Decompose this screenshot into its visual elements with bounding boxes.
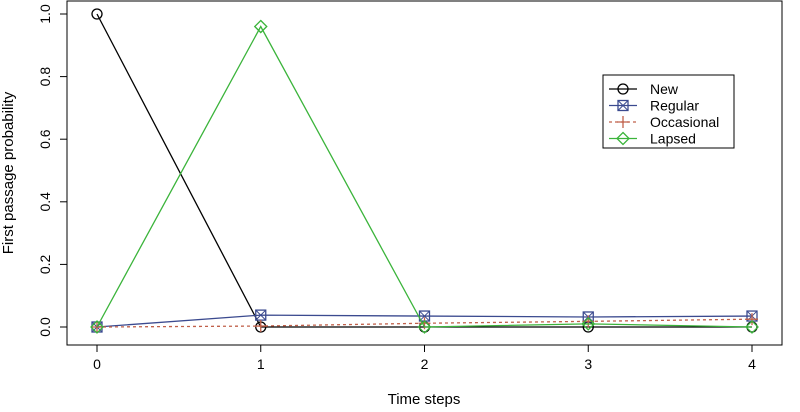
data-point-occasional [746, 313, 758, 326]
data-point-lapsed [90, 320, 104, 334]
x-tick-label: 1 [257, 356, 265, 372]
series-lapsed [90, 19, 759, 334]
legend-marker-occasional [617, 116, 629, 128]
data-point-lapsed [745, 320, 759, 334]
y-tick-label: 1.0 [37, 4, 53, 24]
plot-frame [66, 0, 783, 346]
legend-marker-new [617, 83, 629, 95]
y-tick-label: 0.2 [37, 254, 53, 274]
x-tick-label: 2 [421, 356, 429, 372]
legend-marker-lapsed [616, 131, 630, 146]
legend-label-lapsed: Lapsed [650, 131, 696, 147]
data-point-new [91, 8, 103, 20]
data-point-regular-x [255, 309, 267, 321]
x-tick-label: 4 [748, 356, 756, 372]
legend-marker-regular-x [617, 100, 629, 111]
x-tick-label: 0 [93, 356, 101, 372]
series-line-lapsed [96, 25, 753, 328]
legend-label-regular: Regular [650, 98, 699, 114]
legend-label-occasional: Occasional [650, 114, 719, 130]
y-tick-label: 0.4 [37, 192, 53, 212]
series-line-new [96, 13, 752, 328]
y-tick-label: 0.8 [37, 67, 53, 87]
data-point-lapsed [253, 19, 268, 34]
legend-marker-regular-box [617, 99, 629, 112]
data-point-lapsed [417, 320, 432, 334]
series-new [91, 8, 758, 333]
y-tick-label: 0.0 [37, 317, 53, 337]
data-point-lapsed [581, 316, 596, 331]
legend-box [602, 74, 735, 149]
x-tick-label: 3 [584, 356, 592, 372]
series-line-occasional [96, 318, 753, 328]
x-axis-label: Time steps [388, 391, 461, 408]
data-point-regular-x [419, 310, 430, 322]
series-occasional [91, 313, 758, 333]
y-tick-label: 0.6 [37, 129, 53, 149]
legend-label-new: New [650, 81, 679, 97]
y-axis-label: First passage probability [0, 91, 17, 254]
legend-marker-regular [617, 99, 629, 112]
data-point-occasional [254, 320, 267, 333]
